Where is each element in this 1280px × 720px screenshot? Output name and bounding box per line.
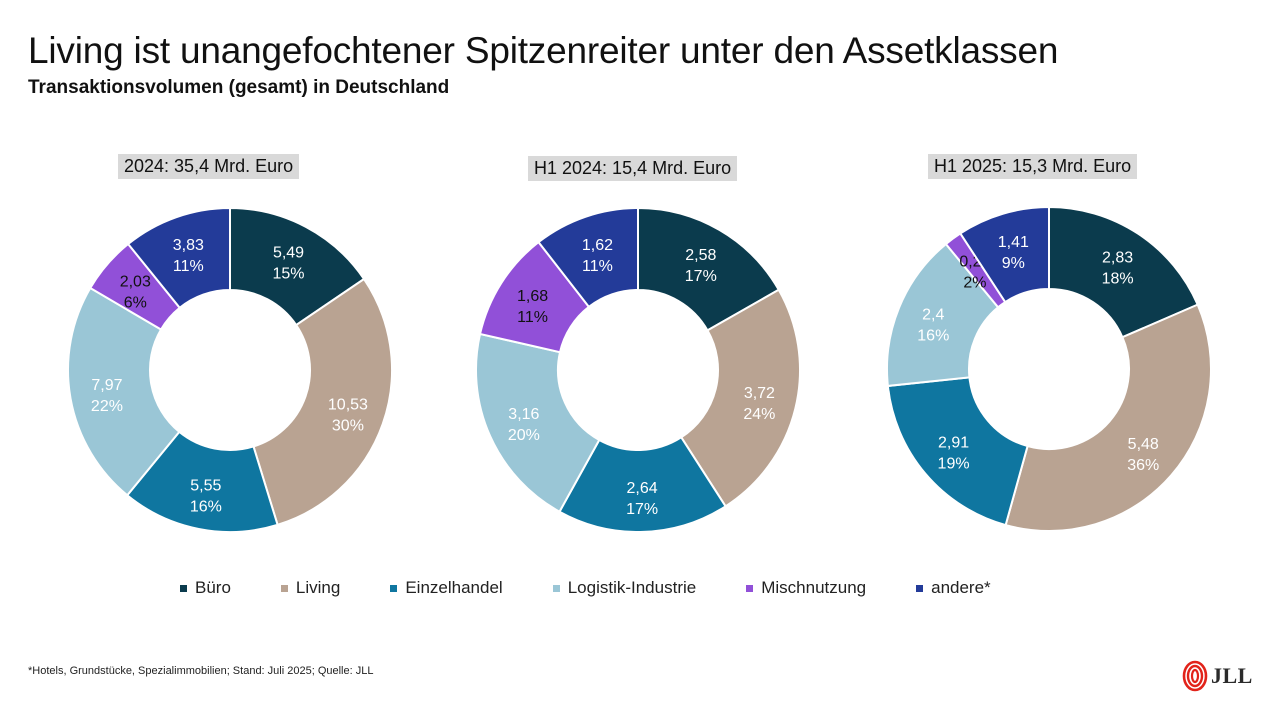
slice-percent-label: 11% — [582, 258, 613, 275]
legend-item: Büro — [180, 578, 231, 598]
donut-slice-einzelhandel — [558, 435, 727, 533]
legend-item: Logistik-Industrie — [552, 578, 697, 598]
slice-percent-label: 6% — [124, 294, 147, 311]
legend-label: Mischnutzung — [761, 578, 867, 597]
footnote: *Hotels, Grundstücke, Spezialimmobilien;… — [28, 665, 374, 677]
legend-swatch — [916, 584, 924, 592]
legend-swatch — [280, 584, 288, 592]
slice-percent-label: 24% — [743, 406, 775, 423]
donut-slice-einzelhandel — [886, 376, 1029, 527]
legend-item: andere* — [916, 578, 991, 598]
chart-legend: Büro Living Einzelhandel Logistik-Industrie… — [180, 578, 991, 598]
slice-value-label: 7,97 — [91, 377, 122, 394]
donut-slice-living — [1004, 303, 1212, 532]
slice-value-label: 3,16 — [508, 406, 539, 423]
slice-percent-label: 19% — [938, 456, 970, 473]
slice-value-label: 1,68 — [517, 288, 548, 305]
slice-percent-label: 11% — [517, 309, 548, 326]
slice-value-label: 1,62 — [582, 237, 613, 254]
slice-percent-label: 9% — [1002, 255, 1025, 272]
page-title: Living ist unangefochtener Spitzenreiter… — [28, 30, 1059, 71]
page-subtitle: Transaktionsvolumen (gesamt) in Deutschl… — [28, 77, 450, 98]
slice-value-label: 2,58 — [685, 247, 716, 264]
slice-value-label: 3,72 — [744, 385, 775, 402]
slice-value-label: 2,03 — [120, 273, 151, 290]
slice-value-label: 5,55 — [190, 478, 221, 495]
slice-value-label: 3,83 — [173, 237, 204, 254]
slice-percent-label: 16% — [190, 499, 222, 516]
slice-percent-label: 20% — [508, 427, 540, 444]
legend-item: Living — [280, 578, 341, 598]
donut-slice-logistik — [67, 286, 181, 497]
legend-swatch — [180, 584, 187, 592]
jll-logo: JLL — [1182, 660, 1253, 692]
legend-swatch — [746, 584, 754, 592]
legend-item: Einzelhandel — [390, 578, 503, 598]
chart-title-h1-2024: H1 2024: 15,4 Mrd. Euro — [528, 156, 738, 181]
slice-percent-label: 15% — [273, 266, 305, 283]
jll-mark-icon — [1182, 660, 1208, 692]
legend-swatch — [552, 584, 560, 592]
slice-percent-label: 16% — [917, 328, 949, 345]
slice-value-label: 2,83 — [1102, 250, 1133, 267]
donut-slice-andere — [126, 206, 231, 310]
slice-percent-label: 2% — [963, 274, 986, 291]
donut-slice-living — [252, 277, 393, 527]
slice-value-label: 5,48 — [1128, 436, 1159, 453]
donut-slice-logistik — [475, 332, 601, 514]
slice-value-label: 2,64 — [627, 480, 658, 497]
donut-slice-buero — [1048, 205, 1199, 339]
donut-slice-buero — [637, 206, 781, 332]
donut-slice-living — [679, 288, 801, 508]
legend-label: andere* — [931, 578, 991, 597]
donut-slice-logistik — [886, 242, 1000, 388]
logo-text: JLL — [1211, 663, 1253, 688]
chart-title-h1-2025: H1 2025: 15,3 Mrd. Euro — [928, 154, 1138, 179]
slice-value-label: 10,53 — [328, 396, 368, 413]
slice-value-label: 2,4 — [922, 307, 944, 324]
legend-label: Logistik-Industrie — [567, 578, 697, 597]
donut-slice-andere — [537, 206, 639, 309]
slice-percent-label: 18% — [1102, 271, 1134, 288]
slice-value-label: 5,49 — [273, 245, 304, 262]
legend-item: Mischnutzung — [746, 578, 866, 598]
slice-value-label: 2,91 — [938, 435, 969, 452]
legend-label: Living — [295, 578, 341, 597]
slice-percent-label: 17% — [685, 268, 717, 285]
slice-percent-label: 30% — [332, 417, 364, 434]
chart-title-2024: 2024: 35,4 Mrd. Euro — [118, 154, 300, 179]
donut-slice-einzelhandel — [125, 430, 279, 533]
slice-percent-label: 36% — [1127, 457, 1159, 474]
donut-slice-andere — [958, 205, 1050, 304]
slice-percent-label: 11% — [173, 258, 204, 275]
legend-swatch — [390, 584, 398, 592]
legend-label: Einzelhandel — [405, 578, 503, 597]
slice-percent-label: 17% — [626, 501, 658, 518]
legend-label: Büro — [195, 578, 231, 597]
slice-percent-label: 22% — [91, 398, 123, 415]
slice-value-label: 1,41 — [998, 234, 1029, 251]
